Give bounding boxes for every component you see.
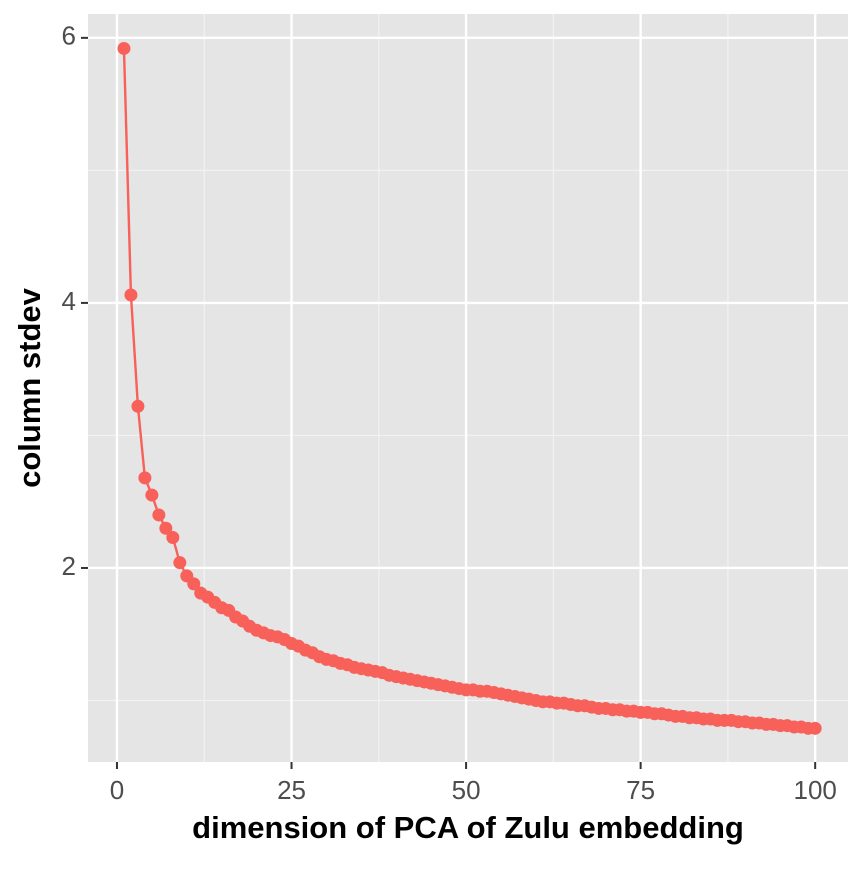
point (173, 556, 187, 570)
x-tick-label: 100 (793, 775, 836, 805)
point (124, 288, 138, 302)
point (166, 530, 180, 544)
point (117, 41, 131, 55)
x-tick-label: 50 (452, 775, 481, 805)
point (138, 471, 152, 485)
x-tick-label: 0 (110, 775, 124, 805)
x-tick-label: 75 (626, 775, 655, 805)
y-axis-title: column stdev (12, 287, 47, 488)
point (187, 577, 201, 591)
y-tick-label: 6 (62, 21, 76, 51)
point (145, 488, 159, 502)
x-axis-title: dimension of PCA of Zulu embedding (192, 810, 744, 845)
point (131, 399, 145, 413)
y-tick-label: 4 (62, 286, 76, 316)
panel (88, 14, 848, 762)
y-tick-label: 2 (62, 551, 76, 581)
x-tick-label: 25 (277, 775, 306, 805)
point (152, 508, 166, 522)
point (808, 721, 822, 735)
point (159, 521, 173, 535)
